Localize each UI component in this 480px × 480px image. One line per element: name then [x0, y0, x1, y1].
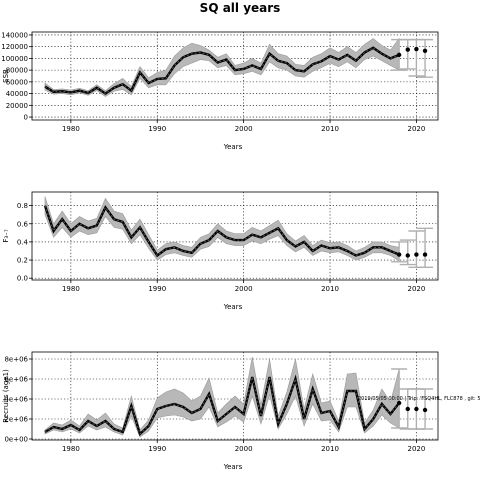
projection-point: [405, 406, 410, 412]
y-tick-label: 0.2: [17, 257, 28, 265]
projection-point: [422, 48, 428, 53]
projection-errorbar-2018: [391, 38, 408, 71]
projection-point: [405, 253, 410, 258]
x-tick-label: 1980: [62, 445, 80, 453]
axes-frame: [31, 31, 439, 121]
projection-errorbar-2018: [391, 368, 408, 429]
x-tick-label: 2010: [321, 125, 339, 133]
x-tick-label: 1980: [62, 125, 80, 133]
projection-point: [414, 406, 419, 412]
y-tick-label: 0e+00: [4, 436, 28, 444]
x-tick-label: 2010: [321, 285, 339, 293]
y-tick-label: 0.8: [17, 202, 28, 210]
y-tick-label: 80000: [6, 67, 28, 75]
chart-panels: 1980 1990 2000 2010 2020 0 20000 40000 60000 8000…: [1, 31, 480, 471]
estimate-line: [43, 205, 400, 258]
x-tick-label: 2000: [235, 125, 253, 133]
projection-errorbar-2020: [408, 38, 425, 77]
y-tick-label: 2e+06: [4, 416, 28, 424]
axes-frame: [31, 191, 439, 281]
x-tick-label: 1980: [62, 285, 80, 293]
projection-point: [422, 407, 428, 413]
x-tick-label: 2020: [407, 445, 425, 453]
y-tick-label: 6e+06: [4, 376, 28, 384]
y-tick-label: 0.0: [17, 275, 28, 283]
projection-errorbar-2019: [399, 239, 416, 266]
y-tick-label: 140000: [1, 31, 28, 39]
y-tick-label: 0.4: [17, 238, 29, 246]
y-tick-label: 0.6: [17, 220, 29, 228]
y-tick-label: 40000: [6, 90, 28, 98]
projection-point: [396, 400, 402, 406]
projection-point: [405, 47, 410, 52]
projection-point: [414, 252, 419, 257]
x-tick-label: 1990: [148, 445, 166, 453]
y-tick-label: 20000: [6, 102, 28, 110]
run-annotation: 2019/05/05 00:00 | Trip: 'FSQ4HL, FLC878…: [358, 396, 480, 402]
projection-point: [396, 252, 402, 257]
figure-title: SQ all years: [200, 1, 281, 15]
y-axis-label: SSB: [2, 69, 10, 83]
projection-errorbar-2019: [399, 388, 416, 430]
x-axis-label: Years: [223, 303, 243, 311]
y-axis-label: Recruits (age1): [2, 369, 10, 423]
projection-errorbar-2020: [408, 388, 425, 430]
projection-errorbar-2019: [399, 38, 416, 70]
x-tick-label: 1990: [148, 125, 166, 133]
projection-errorbar-2021: [417, 227, 434, 268]
projection-errorbar-2021: [417, 38, 434, 78]
x-axis-label: Years: [223, 143, 243, 151]
x-tick-label: 2000: [235, 285, 253, 293]
x-tick-label: 2020: [407, 285, 425, 293]
median-line: [44, 47, 400, 95]
y-tick-label: 8e+06: [4, 356, 28, 364]
x-tick-label: 2020: [407, 125, 425, 133]
median-line: [44, 376, 400, 435]
projection-errorbar-2021: [417, 388, 434, 430]
axes-frame: [31, 351, 439, 441]
y-axis-label: F₃₋₇: [2, 229, 10, 243]
projection-point: [422, 252, 428, 257]
chart-panel-2: 1980 1990 2000 2010 2020 0.0 0.2 0.4 0.6 0.8 Years…: [2, 191, 439, 311]
projection-errorbar-2020: [408, 230, 425, 268]
x-axis-label: Years: [223, 463, 243, 471]
y-tick-label: 60000: [6, 78, 28, 86]
y-tick-label: 4e+06: [4, 396, 28, 404]
chart-panel-3: 1980 1990 2000 2010 2020 0e+00 2e+06 4e+06 6e+06…: [2, 351, 480, 471]
projection-errorbar-2018: [391, 241, 408, 263]
y-tick-label: 120000: [1, 43, 28, 51]
projection-point: [396, 52, 402, 58]
x-tick-label: 2000: [235, 445, 253, 453]
projection-point: [414, 46, 419, 52]
y-tick-label: 0: [24, 114, 28, 122]
y-tick-label: 100000: [1, 55, 28, 63]
x-tick-label: 1990: [148, 285, 166, 293]
x-tick-label: 2010: [321, 445, 339, 453]
chart-panel-1: 1980 1990 2000 2010 2020 0 20000 40000 60000 8000…: [1, 31, 439, 151]
